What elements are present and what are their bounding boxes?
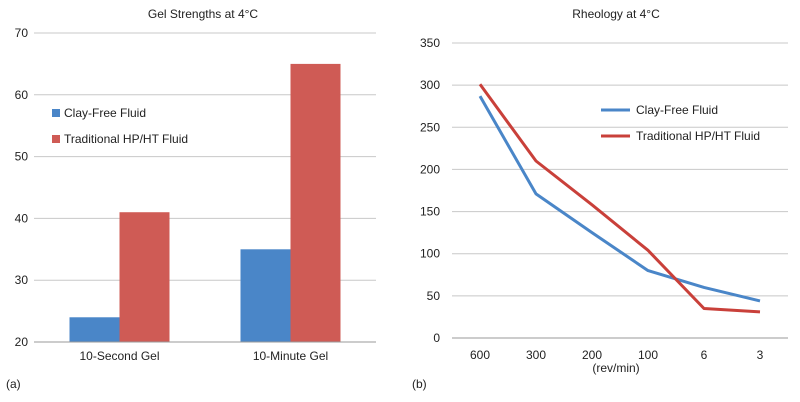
legend-label: Traditional HP/HT Fluid	[636, 129, 760, 143]
chart-b-title: Rheology at 4°C	[572, 7, 660, 21]
y-tick-label: 50	[15, 150, 29, 164]
chart-b-legend: Clay-Free Fluid Traditional HP/HT Fluid	[601, 103, 760, 143]
chart-b-series	[478, 83, 761, 314]
y-tick-label: 100	[420, 247, 440, 261]
chart-a-title: Gel Strengths at 4°C	[148, 7, 259, 21]
x-tick-label: 300	[526, 348, 546, 362]
y-tick-label: 20	[15, 335, 29, 349]
legend-label: Traditional HP/HT Fluid	[64, 132, 188, 146]
chart-b-x-axis: 600 300 200 100 6 3	[470, 348, 764, 362]
chart-b-gridlines	[452, 42, 788, 297]
chart-b-y-axis: 0 50 100 150 200 250 300 350	[420, 36, 440, 345]
y-tick-label: 70	[15, 26, 29, 40]
series-line	[478, 95, 761, 303]
x-tick-label: 100	[638, 348, 658, 362]
legend-label: Clay-Free Fluid	[64, 106, 146, 120]
chart-a-y-axis: 20 30 40 50 60 70	[15, 26, 29, 349]
legend-swatch	[52, 109, 60, 117]
chart-a-bars	[69, 63, 341, 343]
y-tick-label: 0	[433, 331, 440, 345]
y-tick-label: 250	[420, 120, 440, 134]
x-tick-label: 10-Second Gel	[79, 349, 159, 363]
bar	[240, 249, 291, 342]
y-tick-label: 50	[427, 289, 441, 303]
series-line	[478, 83, 761, 314]
legend-swatch	[52, 135, 60, 143]
gel-strengths-chart: Gel Strengths at 4°C (a) 20 30 40 50 60 70 10…	[6, 7, 376, 391]
x-tick-label: 3	[757, 348, 764, 362]
x-tick-label: 600	[470, 348, 490, 362]
chart-a-panel-label: (a)	[6, 377, 21, 391]
rheology-chart: Rheology at 4°C (b) (rev/min) 0 50 100 150 2…	[412, 7, 788, 391]
y-tick-label: 40	[15, 211, 29, 225]
y-tick-label: 150	[420, 205, 440, 219]
x-tick-label: 10-Minute Gel	[253, 349, 328, 363]
chart-a-x-axis: 10-Second Gel 10-Minute Gel	[79, 349, 328, 363]
x-tick-label: 6	[701, 348, 708, 362]
bar	[69, 317, 120, 342]
x-tick-label: 200	[582, 348, 602, 362]
y-tick-label: 300	[420, 78, 440, 92]
y-tick-label: 30	[15, 273, 29, 287]
chart-a-legend: Clay-Free Fluid Traditional HP/HT Fluid	[52, 106, 188, 146]
bar	[119, 212, 170, 342]
chart-b-x-axis-label: (rev/min)	[592, 361, 639, 375]
bar	[290, 63, 341, 343]
chart-b-panel-label: (b)	[412, 377, 427, 391]
y-tick-label: 350	[420, 36, 440, 50]
y-tick-label: 200	[420, 162, 440, 176]
y-tick-label: 60	[15, 88, 29, 102]
legend-label: Clay-Free Fluid	[636, 103, 718, 117]
